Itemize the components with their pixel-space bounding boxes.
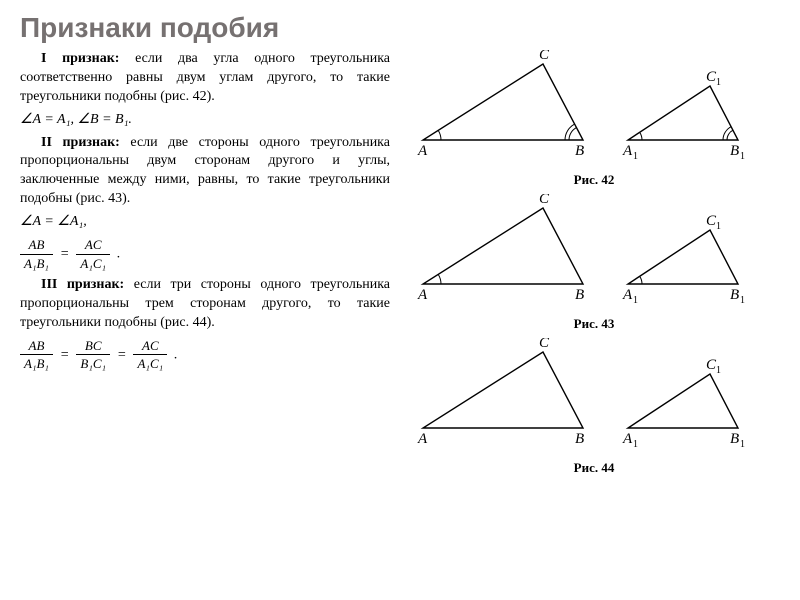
svg-text:B: B (730, 287, 739, 303)
frac3-ac-num: AC (133, 337, 167, 356)
frac-ab-den: A₁B₁ (20, 255, 53, 273)
criterion-2-head: II признак: (41, 135, 120, 150)
svg-text:B: B (730, 143, 739, 159)
svg-text:B: B (575, 287, 584, 303)
svg-text:A: A (417, 431, 428, 447)
caption-42: Рис. 42 (408, 172, 780, 188)
text-column: I признак: если два угла одного треуголь… (20, 50, 390, 482)
figure-43-svg: ABC A1B1C1 (408, 194, 768, 309)
svg-text:1: 1 (716, 77, 721, 88)
frac3-bc-den: B₁C₁ (76, 355, 110, 373)
svg-text:C: C (539, 338, 550, 351)
svg-text:A: A (417, 143, 428, 159)
frac-ab-num: AB (20, 236, 53, 255)
frac3-ab-den: A₁B₁ (20, 355, 53, 373)
svg-text:C: C (539, 50, 550, 63)
frac-ac-den: A₁C₁ (76, 255, 110, 273)
frac3-ac-den: A₁C₁ (133, 355, 167, 373)
frac-ac-num: AC (76, 236, 110, 255)
svg-text:A: A (622, 143, 633, 159)
criterion-1-text: I признак: если два угла одного треуголь… (20, 50, 390, 107)
page-title: Признаки подобия (20, 12, 780, 44)
criterion-1-math: ∠A = A₁, ∠B = B₁. (20, 111, 390, 130)
svg-text:1: 1 (633, 295, 638, 306)
figure-43: ABC A1B1C1 Рис. 43 (408, 194, 780, 332)
criterion-3-frac: ABA₁B₁ = BCB₁C₁ = ACA₁C₁ . (20, 337, 390, 373)
figure-42-svg: ABC A1B1C1 (408, 50, 768, 165)
criterion-2-text: II признак: если две стороны одного треу… (20, 134, 390, 210)
svg-text:B: B (575, 431, 584, 447)
criterion-2-frac: ABA₁B₁ = ACA₁C₁ . (20, 236, 390, 272)
criterion-2-math-a: ∠A = ∠A₁, (20, 213, 390, 232)
criterion-3-head: III признак: (41, 277, 124, 292)
svg-text:1: 1 (633, 439, 638, 450)
svg-text:B: B (730, 431, 739, 447)
caption-43: Рис. 43 (408, 316, 780, 332)
svg-text:A: A (622, 431, 633, 447)
figure-42: ABC A1B1C1 Рис. 42 (408, 50, 780, 188)
figure-44-svg: ABC A1B1C1 (408, 338, 768, 453)
svg-text:1: 1 (716, 221, 721, 232)
svg-text:1: 1 (740, 151, 745, 162)
criterion-3-text: III признак: если три стороны одного тре… (20, 276, 390, 333)
svg-text:1: 1 (740, 295, 745, 306)
svg-text:A: A (622, 287, 633, 303)
svg-text:B: B (575, 143, 584, 159)
svg-text:1: 1 (740, 439, 745, 450)
figure-44: ABC A1B1C1 Рис. 44 (408, 338, 780, 476)
criterion-1-head: I признак: (41, 51, 119, 66)
svg-text:1: 1 (633, 151, 638, 162)
main-layout: I признак: если два угла одного треуголь… (20, 50, 780, 482)
frac3-ab-num: AB (20, 337, 53, 356)
svg-text:A: A (417, 287, 428, 303)
svg-text:C: C (539, 194, 550, 207)
svg-text:1: 1 (716, 365, 721, 376)
figure-column: ABC A1B1C1 Рис. 42 ABC A1B1C1 Рис. 43 AB… (408, 50, 780, 482)
caption-44: Рис. 44 (408, 460, 780, 476)
frac3-bc-num: BC (76, 337, 110, 356)
